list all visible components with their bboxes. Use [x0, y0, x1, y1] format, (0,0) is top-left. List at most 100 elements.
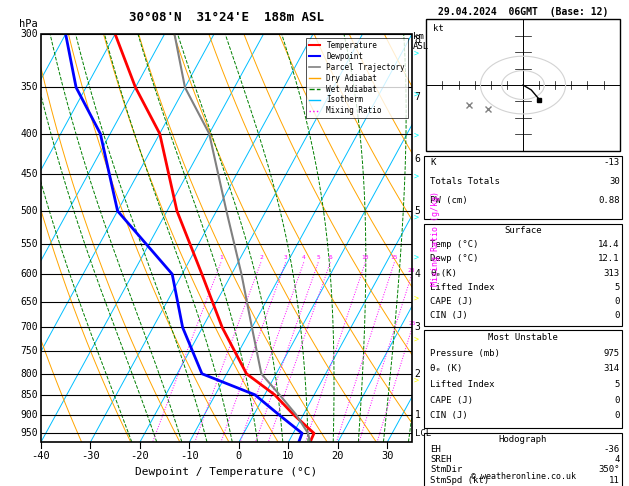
Legend: Temperature, Dewpoint, Parcel Trajectory, Dry Adiabat, Wet Adiabat, Isotherm, Mi: Temperature, Dewpoint, Parcel Trajectory… [306, 38, 408, 119]
Text: 314: 314 [604, 364, 620, 373]
Text: 0: 0 [615, 311, 620, 320]
Text: SREH: SREH [430, 455, 452, 464]
Text: 7: 7 [415, 92, 420, 102]
Text: 950: 950 [20, 428, 38, 438]
Text: >: > [414, 336, 419, 345]
Text: 650: 650 [20, 297, 38, 307]
Text: Temp (°C): Temp (°C) [430, 240, 479, 249]
Text: 10: 10 [282, 451, 294, 461]
Text: 450: 450 [20, 170, 38, 179]
Bar [425, 330, 621, 428]
Text: 4: 4 [415, 269, 420, 279]
Text: 0: 0 [236, 451, 242, 461]
Text: LCL: LCL [415, 429, 431, 438]
Text: >: > [414, 173, 419, 181]
Text: 300: 300 [20, 29, 38, 39]
Text: CIN (J): CIN (J) [430, 411, 468, 420]
Text: 5: 5 [615, 380, 620, 389]
Text: >: > [414, 295, 419, 304]
Text: 30: 30 [381, 451, 394, 461]
Text: CAPE (J): CAPE (J) [430, 297, 474, 306]
Text: Dewp (°C): Dewp (°C) [430, 254, 479, 263]
Text: 600: 600 [20, 269, 38, 279]
Text: 30: 30 [609, 177, 620, 186]
Text: 4: 4 [302, 255, 306, 260]
Text: 550: 550 [20, 239, 38, 249]
Text: 400: 400 [20, 129, 38, 139]
Text: 700: 700 [20, 323, 38, 332]
Text: -20: -20 [130, 451, 149, 461]
Text: θₑ (K): θₑ (K) [430, 364, 463, 373]
Text: 11: 11 [609, 476, 620, 485]
Text: 975: 975 [604, 348, 620, 358]
Text: 12.1: 12.1 [598, 254, 620, 263]
Text: 3: 3 [415, 323, 420, 332]
Text: 4: 4 [615, 455, 620, 464]
Bar [425, 156, 621, 219]
Text: 5: 5 [615, 283, 620, 292]
Text: >: > [414, 377, 419, 385]
Text: 900: 900 [20, 410, 38, 419]
Bar [426, 19, 620, 151]
Text: 0: 0 [615, 297, 620, 306]
Text: 3: 3 [284, 255, 287, 260]
Text: 15: 15 [391, 255, 398, 260]
Text: 750: 750 [20, 347, 38, 356]
Text: Lifted Index: Lifted Index [430, 380, 495, 389]
Text: 850: 850 [20, 390, 38, 400]
Text: CAPE (J): CAPE (J) [430, 396, 474, 405]
Text: 8: 8 [415, 35, 420, 45]
Text: >: > [414, 213, 419, 222]
Text: kt: kt [433, 24, 443, 34]
Text: -13: -13 [604, 158, 620, 167]
Text: Dewpoint / Temperature (°C): Dewpoint / Temperature (°C) [135, 467, 318, 477]
Text: -40: -40 [31, 451, 50, 461]
Text: 20: 20 [331, 451, 344, 461]
Text: 500: 500 [20, 206, 38, 216]
Text: 313: 313 [604, 268, 620, 278]
Text: 29.04.2024  06GMT  (Base: 12): 29.04.2024 06GMT (Base: 12) [438, 7, 608, 17]
Text: >: > [414, 254, 419, 263]
Text: CIN (J): CIN (J) [430, 311, 468, 320]
Text: 25: 25 [408, 321, 416, 327]
Text: Lifted Index: Lifted Index [430, 283, 495, 292]
Text: StmDir: StmDir [430, 466, 463, 474]
Text: PW (cm): PW (cm) [430, 196, 468, 205]
Text: 10: 10 [362, 255, 369, 260]
Text: Mixing Ratio (g/kg): Mixing Ratio (g/kg) [431, 191, 440, 286]
Text: 20: 20 [408, 268, 415, 273]
Text: 1: 1 [219, 255, 223, 260]
Text: Surface: Surface [504, 226, 542, 235]
Text: StmSpd (kt): StmSpd (kt) [430, 476, 489, 485]
Text: Totals Totals: Totals Totals [430, 177, 500, 186]
Text: km
ASL: km ASL [413, 32, 430, 51]
Text: 0: 0 [615, 396, 620, 405]
Text: 2: 2 [259, 255, 263, 260]
Text: 1: 1 [415, 410, 420, 419]
Text: 5: 5 [415, 206, 420, 216]
Text: 350°: 350° [598, 466, 620, 474]
Text: Hodograph: Hodograph [499, 435, 547, 444]
Text: 0: 0 [615, 411, 620, 420]
Text: EH: EH [430, 445, 441, 454]
Text: 30°08'N  31°24'E  188m ASL: 30°08'N 31°24'E 188m ASL [129, 11, 324, 24]
Text: >: > [414, 50, 419, 59]
Text: >: > [414, 91, 419, 100]
Bar [425, 224, 621, 326]
Text: 6: 6 [415, 154, 420, 164]
Text: >: > [414, 132, 419, 140]
Text: 800: 800 [20, 369, 38, 379]
Text: -10: -10 [180, 451, 199, 461]
Text: K: K [430, 158, 436, 167]
Text: 0.88: 0.88 [598, 196, 620, 205]
Text: 14.4: 14.4 [598, 240, 620, 249]
Text: hPa: hPa [19, 19, 38, 29]
Text: -30: -30 [81, 451, 100, 461]
Text: 6: 6 [328, 255, 332, 260]
Text: 2: 2 [415, 369, 420, 379]
Text: 350: 350 [20, 83, 38, 92]
Text: θₑ(K): θₑ(K) [430, 268, 457, 278]
Text: © weatheronline.co.uk: © weatheronline.co.uk [470, 472, 576, 481]
Text: -36: -36 [604, 445, 620, 454]
Text: Most Unstable: Most Unstable [488, 333, 558, 342]
